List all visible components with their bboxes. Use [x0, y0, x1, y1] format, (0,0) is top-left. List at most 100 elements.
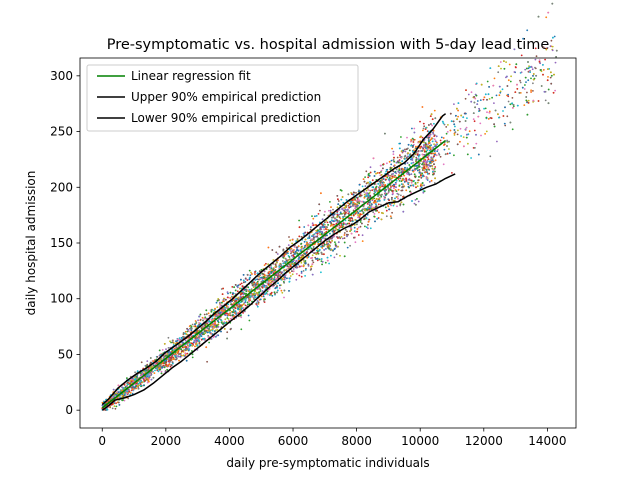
- scatter-point: [418, 169, 421, 171]
- scatter-point: [428, 168, 430, 171]
- scatter-point: [366, 203, 369, 205]
- scatter-point: [338, 227, 341, 229]
- scatter-point: [341, 237, 344, 240]
- scatter-point: [332, 216, 335, 218]
- scatter-point: [271, 279, 274, 282]
- scatter-point: [185, 359, 188, 362]
- scatter-point: [532, 82, 534, 85]
- scatter-point: [190, 342, 193, 345]
- scatter-point: [339, 204, 341, 207]
- scatter-point: [326, 234, 328, 237]
- scatter-point: [113, 405, 116, 408]
- scatter-point: [525, 99, 528, 102]
- scatter-point: [247, 314, 250, 317]
- scatter-point: [381, 193, 383, 196]
- scatter-point: [218, 299, 220, 301]
- scatter-point: [404, 158, 406, 160]
- scatter-point: [293, 262, 296, 264]
- scatter-point: [272, 259, 275, 261]
- scatter-point: [330, 219, 333, 222]
- scatter-point: [498, 94, 501, 97]
- scatter-point: [348, 222, 351, 225]
- scatter-point: [388, 160, 391, 163]
- scatter-point: [325, 242, 328, 244]
- scatter-point: [303, 226, 306, 228]
- scatter-point: [390, 159, 393, 162]
- scatter-point: [129, 392, 132, 394]
- scatter-point: [334, 218, 337, 221]
- scatter-point: [283, 255, 286, 257]
- scatter-point: [226, 317, 229, 319]
- scatter-point: [406, 162, 409, 164]
- scatter-point: [397, 178, 400, 180]
- scatter-point: [482, 98, 485, 101]
- scatter-point: [448, 140, 450, 143]
- scatter-point: [398, 180, 401, 182]
- scatter-point: [527, 67, 530, 70]
- scatter-point: [508, 63, 511, 66]
- scatter-point: [224, 318, 227, 321]
- scatter-point: [349, 244, 351, 247]
- scatter-point: [287, 244, 290, 247]
- scatter-point: [346, 246, 349, 249]
- scatter-point: [234, 310, 237, 313]
- scatter-point: [337, 200, 340, 202]
- scatter-point: [402, 149, 404, 152]
- scatter-point: [209, 309, 212, 311]
- scatter-point: [413, 149, 415, 152]
- scatter-point: [419, 120, 421, 123]
- scatter-point: [167, 347, 170, 349]
- scatter-point: [277, 282, 279, 285]
- scatter-point: [504, 106, 506, 109]
- scatter-point: [342, 212, 345, 215]
- scatter-point: [421, 136, 424, 139]
- scatter-point: [258, 270, 261, 273]
- scatter-point: [266, 274, 268, 277]
- scatter-point: [349, 219, 352, 222]
- scatter-point: [198, 323, 201, 326]
- scatter-point: [423, 162, 425, 165]
- scatter-point: [151, 366, 153, 368]
- scatter-point: [427, 154, 430, 157]
- scatter-point: [293, 246, 296, 248]
- scatter-point: [290, 254, 293, 257]
- scatter-point: [415, 203, 417, 206]
- scatter-point: [433, 109, 436, 112]
- scatter-point: [241, 285, 244, 287]
- scatter-point: [499, 90, 502, 93]
- scatter-point: [324, 234, 327, 237]
- scatter-point: [371, 179, 374, 182]
- scatter-point: [348, 206, 350, 209]
- scatter-point: [514, 91, 517, 93]
- scatter-point: [392, 183, 395, 186]
- scatter-point: [198, 342, 201, 345]
- scatter-point: [213, 309, 215, 312]
- scatter-point: [519, 81, 522, 84]
- scatter-point: [354, 219, 357, 221]
- scatter-point: [412, 161, 415, 164]
- scatter-point: [244, 281, 247, 283]
- scatter-point: [532, 90, 534, 92]
- scatter-point: [305, 243, 308, 246]
- scatter-point: [550, 71, 552, 74]
- scatter-point: [527, 99, 530, 102]
- scatter-point: [101, 401, 104, 404]
- scatter-point: [186, 330, 189, 333]
- scatter-point: [303, 240, 306, 243]
- scatter-point: [254, 290, 257, 293]
- scatter-point: [259, 290, 262, 292]
- scatter-point: [431, 161, 434, 163]
- scatter-point: [356, 205, 359, 208]
- scatter-point: [428, 149, 431, 152]
- scatter-point: [484, 133, 486, 135]
- scatter-point: [337, 237, 339, 240]
- scatter-point: [414, 199, 417, 201]
- scatter-point: [152, 376, 155, 379]
- scatter-point: [165, 348, 167, 351]
- scatter-point: [476, 103, 479, 105]
- scatter-point: [419, 147, 422, 150]
- scatter-point: [509, 121, 512, 124]
- scatter-point: [406, 136, 408, 139]
- scatter-point: [205, 317, 208, 320]
- scatter-point: [499, 61, 502, 63]
